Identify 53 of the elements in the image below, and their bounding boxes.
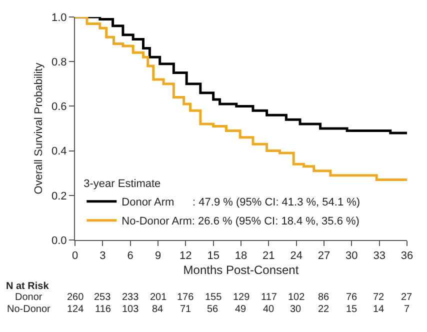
x-tick-label: 0: [72, 250, 78, 262]
legend-title: 3-year Estimate: [84, 178, 161, 190]
y-tick-label: 1.0: [52, 12, 67, 24]
text: 40: [263, 304, 275, 315]
x-tick-label: 12: [180, 250, 192, 262]
text: 84: [152, 304, 164, 315]
text: 49: [235, 304, 247, 315]
y-tick-label: 0.6: [52, 101, 67, 114]
x-tick-label: 27: [318, 250, 330, 262]
text: 201: [150, 292, 168, 303]
x-tick-label: 18: [234, 250, 248, 262]
x-tick-label: 36: [400, 250, 414, 262]
y-tick-label: 0.0: [52, 234, 67, 247]
text: 7: [404, 304, 410, 315]
x-tick-label: 6: [127, 250, 134, 262]
text: 102: [288, 292, 306, 303]
x-tick-label: 24: [290, 250, 302, 262]
text: 27: [401, 292, 413, 303]
text: 117: [261, 292, 278, 303]
x-axis-title: Months Post-Consent: [183, 263, 300, 278]
y-axis-title: Overall Survival Probability: [33, 62, 46, 194]
text: 72: [373, 292, 385, 303]
text: 103: [122, 304, 140, 315]
text: 155: [205, 292, 222, 303]
text: 56: [207, 304, 219, 315]
text: 30: [290, 304, 302, 315]
text: Donor: [15, 292, 43, 303]
x-tick-label: 3: [100, 250, 106, 262]
x-tick-label: 21: [262, 250, 275, 262]
text: 116: [95, 304, 112, 315]
text: 260: [67, 292, 84, 303]
x-tick-label: 15: [207, 250, 220, 262]
x-tick-label: 30: [346, 250, 358, 262]
text: N at Risk: [6, 281, 50, 292]
x-tick-label: 33: [373, 250, 386, 262]
text: 176: [177, 292, 194, 303]
text: 124: [67, 304, 84, 315]
text: 22: [318, 304, 330, 315]
legend-label: No-Donor Arm: 26.6 % (95% CI: 18.4 %, 35.6 %): [122, 216, 360, 228]
y-tick-label: 0.4: [52, 146, 67, 158]
text: 233: [122, 292, 140, 303]
text: 129: [233, 292, 250, 303]
text: No-Donor: [7, 304, 52, 315]
text: 76: [346, 292, 358, 303]
text: 253: [94, 292, 112, 303]
text: 71: [180, 304, 192, 315]
text: 15: [346, 304, 358, 315]
text: 14: [373, 304, 385, 315]
x-tick-label: 9: [154, 250, 162, 262]
y-tick-label: 0.2: [52, 190, 67, 202]
text: 86: [318, 292, 330, 303]
legend-label: Donor Arm : 47.9 % (95% CI: 41.3 %, 54.1 %): [122, 196, 360, 209]
y-tick-label: 0.8: [52, 56, 67, 68]
